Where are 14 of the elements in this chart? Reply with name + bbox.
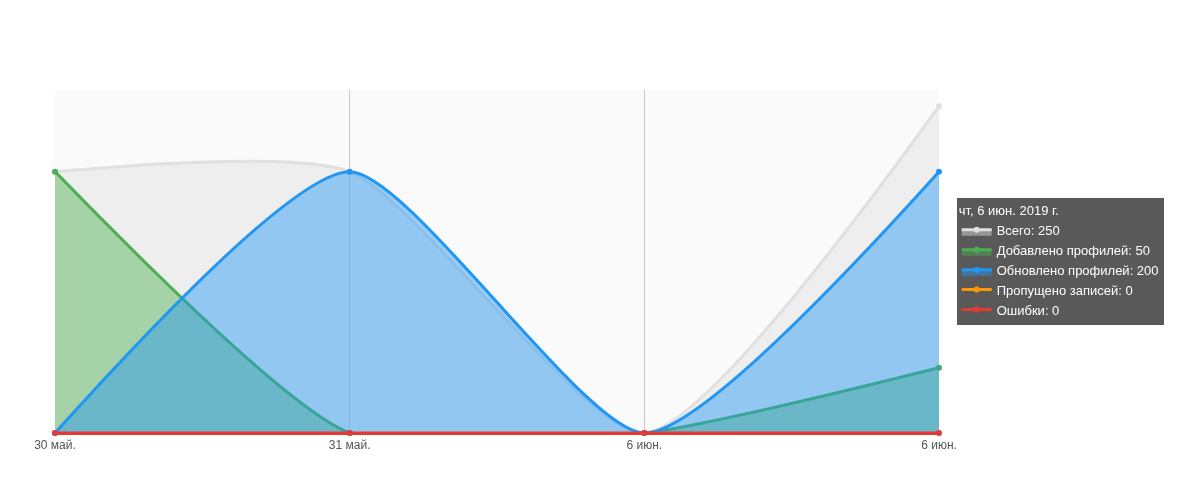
legend-label: Всего: 250: [996, 222, 1060, 238]
legend-label: Обновлено профилей: 200: [996, 262, 1159, 278]
legend-label: Ошибки: 0: [996, 302, 1060, 318]
legend-title: чт, 6 июн. 2019 г.: [958, 202, 1059, 218]
x-tick-label: 6 июн.: [921, 438, 957, 453]
legend-label: Пропущено записей: 0: [996, 282, 1133, 298]
x-tick-label: 30 май.: [34, 438, 76, 453]
legend-label: Добавлено профилей: 50: [996, 242, 1150, 258]
point: [936, 430, 942, 436]
x-tick-label: 6 июн.: [626, 438, 663, 453]
point: [936, 168, 942, 175]
x-tick-label: 31 май.: [328, 438, 371, 453]
point: [936, 103, 942, 110]
point: [936, 364, 942, 371]
